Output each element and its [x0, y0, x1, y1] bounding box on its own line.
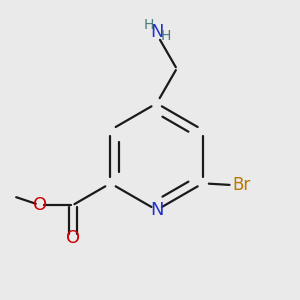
Text: O: O — [66, 229, 80, 247]
Text: N: N — [150, 23, 164, 41]
Text: Br: Br — [233, 176, 251, 194]
Text: N: N — [150, 201, 164, 219]
Text: O: O — [33, 196, 47, 214]
Text: H: H — [161, 29, 171, 43]
Text: H: H — [143, 18, 154, 32]
